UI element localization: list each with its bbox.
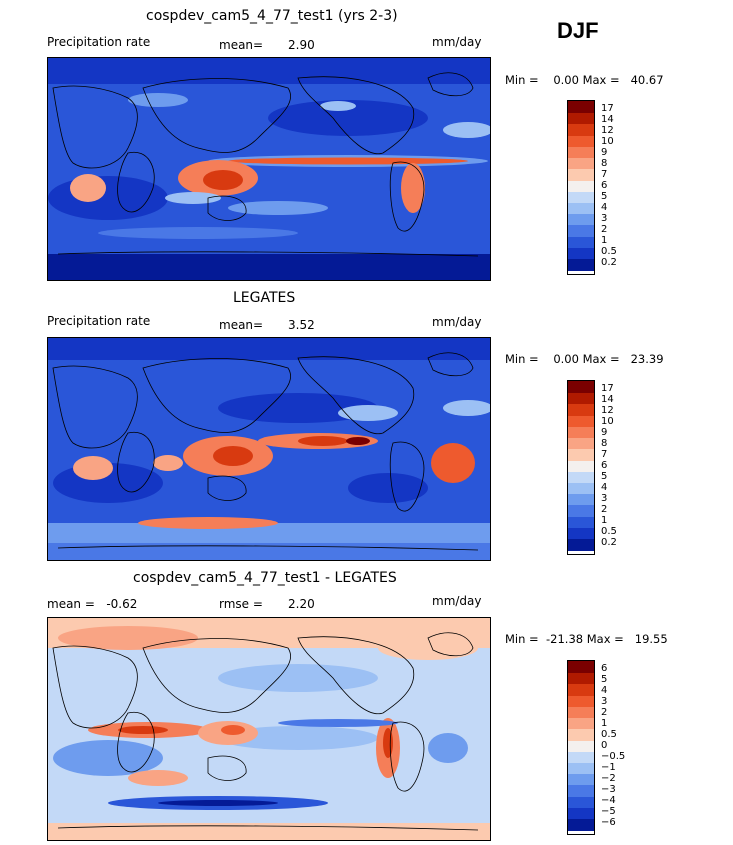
panel3-tick-8: −0.5 (601, 751, 626, 762)
panel3-rmse-label: rmse = (219, 597, 263, 611)
panel1-variable-label: Precipitation rate (47, 35, 151, 49)
panel2-title: LEGATES (233, 290, 296, 306)
panel3-title: cospdev_cam5_4_77_test1 - LEGATES (133, 570, 397, 586)
panel1-tick-12: 1 (601, 235, 608, 246)
panel2-minmax: Min = 0.00 Max = 23.39 (505, 352, 664, 366)
panel3-tick-12: −4 (601, 795, 616, 806)
panel2-tick-3: 10 (601, 416, 614, 427)
panel1-minmax: Min = 0.00 Max = 40.67 (505, 73, 664, 87)
panel3-tick-14: −6 (601, 817, 616, 828)
panel1-tick-4: 9 (601, 147, 608, 158)
panel1-tick-9: 4 (601, 202, 608, 213)
panel3-map (47, 617, 491, 841)
panel1-tick-5: 8 (601, 158, 608, 169)
panel3-tick-5: 1 (601, 718, 608, 729)
panel1-units: mm/day (432, 35, 482, 49)
panel1-tick-11: 2 (601, 224, 608, 235)
panel3-tick-13: −5 (601, 806, 616, 817)
panel2-variable-label: Precipitation rate (47, 314, 151, 328)
panel3-mean-label: mean = -0.62 (47, 597, 138, 611)
panel3-rmse-value: 2.20 (288, 597, 315, 611)
panel2-units: mm/day (432, 315, 482, 329)
panel3-tick-11: −3 (601, 784, 616, 795)
panel1-tick-10: 3 (601, 213, 608, 224)
panel3-tick-1: 5 (601, 674, 608, 685)
panel3-tick-10: −2 (601, 773, 616, 784)
panel1-colorbar (567, 100, 595, 275)
panel2-tick-0: 17 (601, 383, 614, 394)
panel2-mean-value: 3.52 (288, 318, 315, 332)
panel2-tick-1: 14 (601, 394, 614, 405)
panel2-mean-label: mean= (219, 318, 264, 332)
panel2-tick-12: 1 (601, 515, 608, 526)
panel1-tick-0: 17 (601, 103, 614, 114)
panel2-tick-5: 8 (601, 438, 608, 449)
panel1-tick-2: 12 (601, 125, 614, 136)
panel2-map (47, 337, 491, 561)
panel1-tick-7: 6 (601, 180, 608, 191)
panel1-title: cospdev_cam5_4_77_test1 (yrs 2-3) (146, 8, 398, 24)
panel2-tick-10: 3 (601, 493, 608, 504)
panel3-units: mm/day (432, 594, 482, 608)
panel1-tick-3: 10 (601, 136, 614, 147)
panel2-tick-8: 5 (601, 471, 608, 482)
panel3-colorbar (567, 660, 595, 835)
panel1-tick-14: 0.2 (601, 257, 617, 268)
panel1-tick-8: 5 (601, 191, 608, 202)
panel1-tick-13: 0.5 (601, 246, 617, 257)
panel2-tick-11: 2 (601, 504, 608, 515)
panel2-tick-4: 9 (601, 427, 608, 438)
panel3-tick-0: 6 (601, 663, 608, 674)
panel2-colorbar (567, 380, 595, 555)
panel3-minmax: Min = -21.38 Max = 19.55 (505, 632, 668, 646)
panel3-tick-2: 4 (601, 685, 608, 696)
season-label: DJF (557, 18, 599, 43)
panel2-tick-9: 4 (601, 482, 608, 493)
panel1-mean-label: mean= (219, 38, 264, 52)
panel3-tick-4: 2 (601, 707, 608, 718)
panel3-tick-3: 3 (601, 696, 608, 707)
panel1-map (47, 57, 491, 281)
panel1-tick-1: 14 (601, 114, 614, 125)
panel3-tick-9: −1 (601, 762, 616, 773)
panel2-tick-14: 0.2 (601, 537, 617, 548)
panel2-tick-6: 7 (601, 449, 608, 460)
panel1-mean-value: 2.90 (288, 38, 315, 52)
panel3-tick-6: 0.5 (601, 729, 617, 740)
panel1-tick-6: 7 (601, 169, 608, 180)
panel2-tick-2: 12 (601, 405, 614, 416)
panel2-tick-7: 6 (601, 460, 608, 471)
panel3-tick-7: 0 (601, 740, 608, 751)
panel2-tick-13: 0.5 (601, 526, 617, 537)
